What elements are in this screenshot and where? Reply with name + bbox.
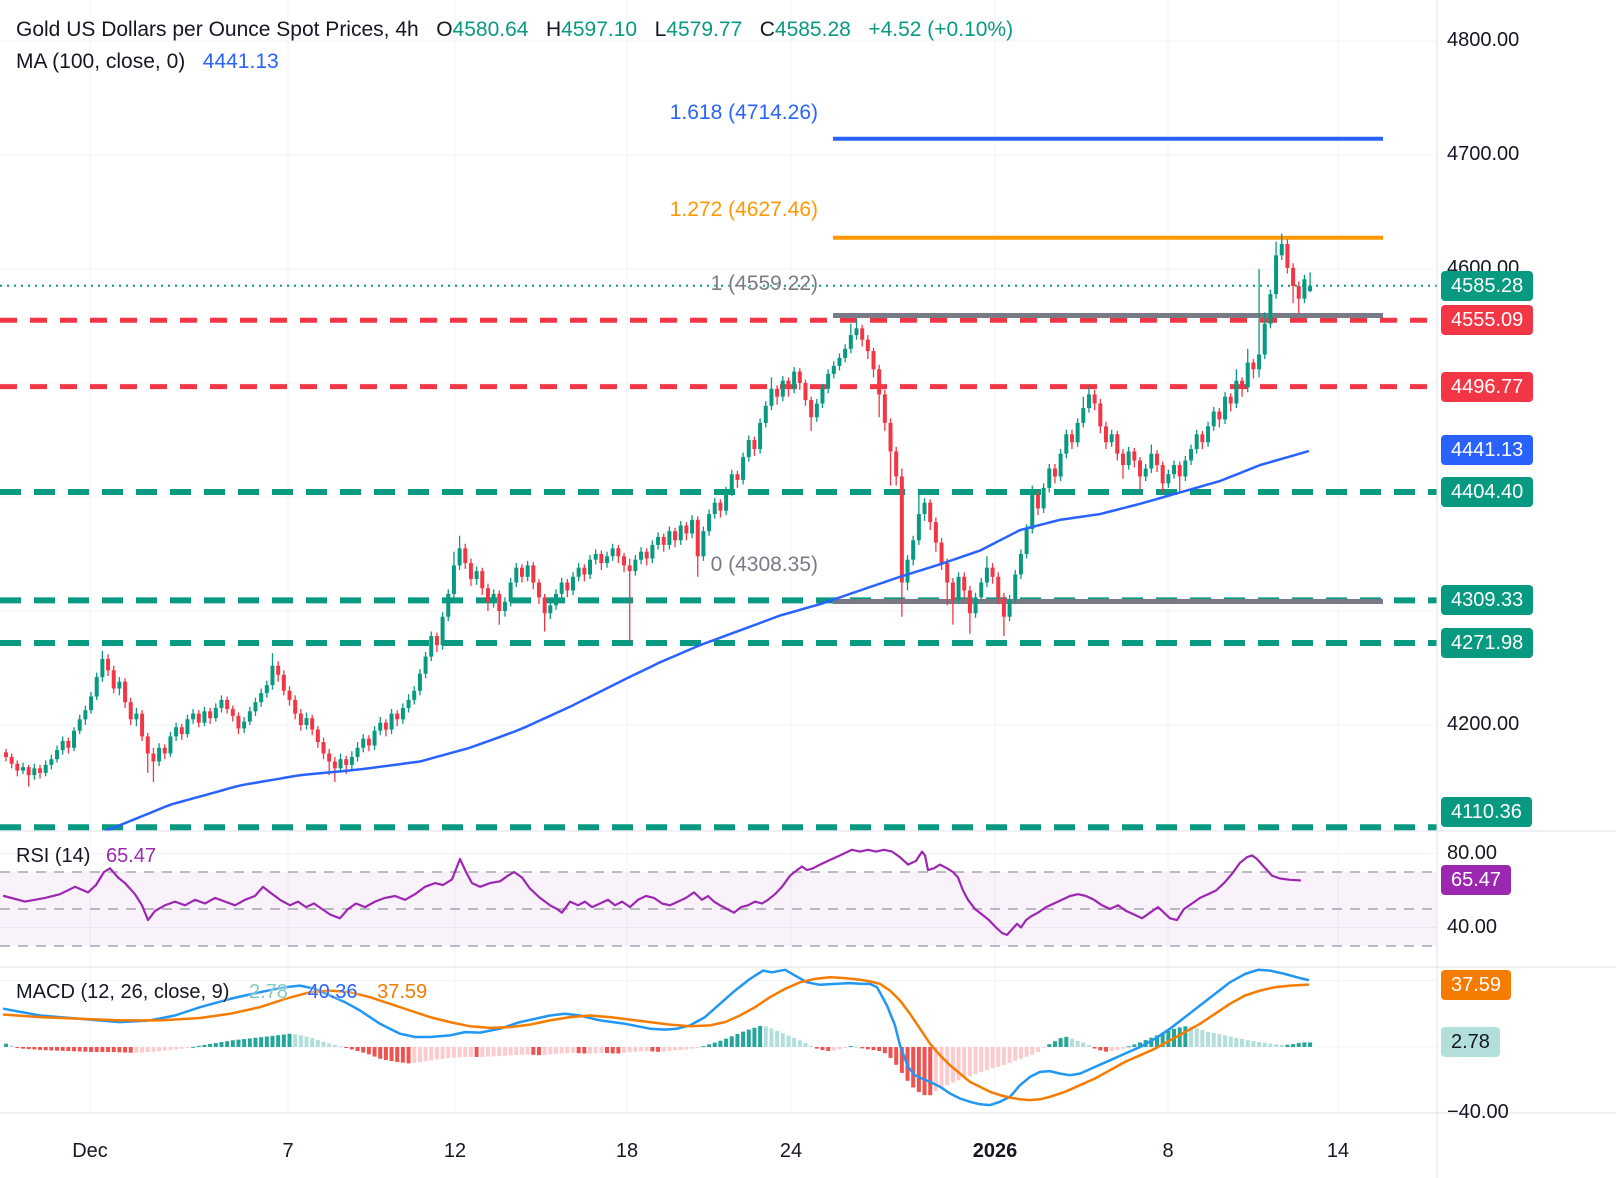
macd-legend-label: MACD (12, 26, close, 9): [16, 981, 230, 1003]
ohlc-low-label: L: [654, 18, 667, 41]
fib-level-0-label[interactable]: 0 (4308.35): [710, 553, 818, 576]
macd-line: [2, 968, 1310, 1107]
rsi-legend[interactable]: RSI (14) 65.47: [16, 845, 156, 868]
ohlc-close-value: 4585.28: [774, 18, 851, 41]
rsi-line: [2, 848, 1302, 937]
macd-line-value: 40.36: [307, 981, 358, 1003]
ohlc-close-label: C: [759, 18, 775, 41]
price-scale[interactable]: [1437, 0, 1616, 1113]
macd-hist-value: 2.78: [248, 981, 288, 1003]
macd-legend[interactable]: MACD (12, 26, close, 9) 2.78 40.36 37.59: [16, 981, 427, 1004]
macd-signal-line: [2, 976, 1310, 1102]
ma-legend-label: MA (100, close, 0): [16, 50, 186, 73]
ma100-line: [102, 450, 1310, 831]
candles: [4, 233, 1313, 787]
time-scale[interactable]: [0, 1113, 1616, 1178]
rsi-legend-value: 65.47: [106, 845, 157, 867]
rsi-pane[interactable]: [0, 848, 1437, 947]
symbol-title: Gold US Dollars per Ounce Spot Prices, 4…: [16, 18, 419, 41]
ohlc-high-label: H: [545, 18, 562, 41]
macd-signal-value: 37.59: [377, 981, 428, 1003]
fib-level-1618-label[interactable]: 1.618 (4714.26): [669, 101, 818, 124]
rsi-legend-label: RSI (14): [16, 845, 91, 867]
ohlc-open-value: 4580.64: [452, 18, 529, 41]
change-value: +4.52 (+0.10%): [868, 18, 1014, 41]
symbol-legend[interactable]: Gold US Dollars per Ounce Spot Prices, 4…: [16, 14, 1013, 78]
ohlc-open-label: O: [436, 18, 453, 41]
macd-pane[interactable]: [2, 968, 1313, 1107]
fib-level-1272-label[interactable]: 1.272 (4627.46): [669, 198, 818, 221]
price-pane[interactable]: [0, 136, 1437, 834]
ohlc-low-value: 4579.77: [666, 18, 743, 41]
ma-legend-value: 4441.13: [202, 50, 279, 73]
ohlc-high-value: 4597.10: [561, 18, 638, 41]
fib-level-1-label[interactable]: 1 (4559.22): [710, 272, 818, 295]
